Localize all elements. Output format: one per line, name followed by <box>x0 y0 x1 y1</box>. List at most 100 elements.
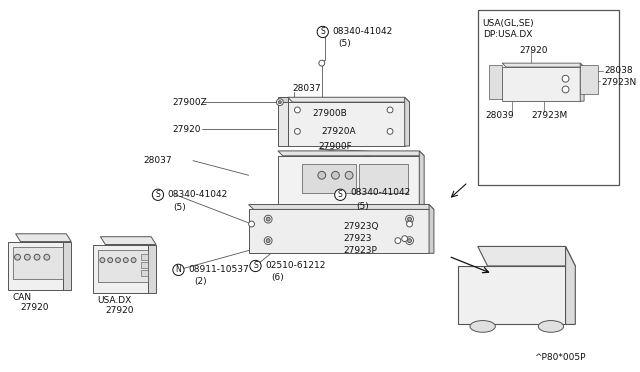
Circle shape <box>319 60 324 66</box>
Circle shape <box>249 221 255 227</box>
Polygon shape <box>15 234 71 241</box>
Circle shape <box>266 239 270 243</box>
Text: 27920A: 27920A <box>322 127 356 136</box>
Circle shape <box>406 215 413 223</box>
Text: 27900B: 27900B <box>312 109 347 118</box>
Bar <box>359 164 408 193</box>
Circle shape <box>562 75 569 82</box>
Circle shape <box>402 236 408 241</box>
Polygon shape <box>100 237 156 244</box>
Circle shape <box>345 171 353 179</box>
Bar <box>93 244 148 293</box>
Text: 08340-41042: 08340-41042 <box>350 188 410 197</box>
Polygon shape <box>580 63 584 101</box>
Text: 08911-10537: 08911-10537 <box>188 265 249 275</box>
Text: 27900F: 27900F <box>319 142 353 151</box>
Circle shape <box>294 128 300 134</box>
Text: 28039: 28039 <box>486 111 514 120</box>
Circle shape <box>124 258 128 263</box>
Bar <box>302 164 356 193</box>
Bar <box>502 67 580 101</box>
Polygon shape <box>287 97 410 102</box>
Text: USA.DX: USA.DX <box>97 296 132 305</box>
Text: (5): (5) <box>173 203 186 212</box>
Text: 27900Z: 27900Z <box>173 97 207 107</box>
Bar <box>458 266 566 324</box>
Polygon shape <box>278 97 287 102</box>
Bar <box>478 10 619 185</box>
Text: 02510-61212: 02510-61212 <box>265 262 326 270</box>
Bar <box>141 262 148 268</box>
Bar <box>278 156 419 205</box>
Text: 28037: 28037 <box>143 156 172 165</box>
Polygon shape <box>249 205 434 209</box>
Text: 08340-41042: 08340-41042 <box>333 28 393 36</box>
Polygon shape <box>566 247 575 324</box>
Ellipse shape <box>470 321 495 332</box>
Polygon shape <box>63 241 71 290</box>
Text: 28038: 28038 <box>605 67 633 76</box>
Circle shape <box>131 258 136 263</box>
Text: 27923Q: 27923Q <box>343 222 379 231</box>
Bar <box>141 254 148 260</box>
Circle shape <box>408 217 412 221</box>
Circle shape <box>406 237 413 244</box>
Text: 27923M: 27923M <box>531 111 568 120</box>
Text: (2): (2) <box>194 277 207 286</box>
Polygon shape <box>478 247 575 266</box>
Polygon shape <box>502 63 584 67</box>
Ellipse shape <box>538 321 564 332</box>
Circle shape <box>562 86 569 93</box>
Polygon shape <box>429 205 434 253</box>
Text: (5): (5) <box>356 202 369 211</box>
Circle shape <box>395 238 401 244</box>
Circle shape <box>24 254 30 260</box>
Circle shape <box>387 128 393 134</box>
Text: CAN: CAN <box>13 293 32 302</box>
Circle shape <box>276 99 284 106</box>
Circle shape <box>406 221 412 227</box>
Text: 28037: 28037 <box>292 84 321 93</box>
Text: 27920: 27920 <box>106 306 134 315</box>
Text: 27923: 27923 <box>343 234 372 243</box>
Circle shape <box>332 171 339 179</box>
Bar <box>249 209 429 253</box>
Circle shape <box>108 258 113 263</box>
Text: S: S <box>253 262 258 270</box>
Circle shape <box>408 239 412 243</box>
Circle shape <box>100 258 105 263</box>
Polygon shape <box>419 151 424 205</box>
Circle shape <box>294 107 300 113</box>
Text: 27923P: 27923P <box>343 246 377 255</box>
Circle shape <box>15 254 20 260</box>
Text: 27920: 27920 <box>520 46 548 55</box>
Bar <box>8 241 63 290</box>
Circle shape <box>387 107 393 113</box>
Bar <box>141 270 148 276</box>
Text: 27920: 27920 <box>20 304 49 312</box>
Text: S: S <box>156 190 161 199</box>
Circle shape <box>266 217 270 221</box>
Circle shape <box>278 101 282 104</box>
Circle shape <box>264 237 272 244</box>
Circle shape <box>116 258 120 263</box>
Text: 27920: 27920 <box>173 125 201 134</box>
Text: S: S <box>321 28 325 36</box>
Bar <box>490 65 502 99</box>
Text: 08340-41042: 08340-41042 <box>168 190 228 199</box>
Circle shape <box>264 215 272 223</box>
Bar <box>13 247 63 279</box>
Text: S: S <box>338 190 342 199</box>
Text: USA(GL,SE): USA(GL,SE) <box>483 19 534 28</box>
Text: 27923N: 27923N <box>602 78 637 87</box>
Circle shape <box>34 254 40 260</box>
Text: (5): (5) <box>339 39 351 48</box>
Text: DP:USA.DX: DP:USA.DX <box>483 31 532 39</box>
Circle shape <box>44 254 50 260</box>
Bar <box>580 65 598 94</box>
Bar <box>97 250 148 282</box>
Circle shape <box>318 171 326 179</box>
Bar <box>278 102 287 146</box>
Bar <box>287 102 404 146</box>
Text: (6): (6) <box>271 273 284 282</box>
